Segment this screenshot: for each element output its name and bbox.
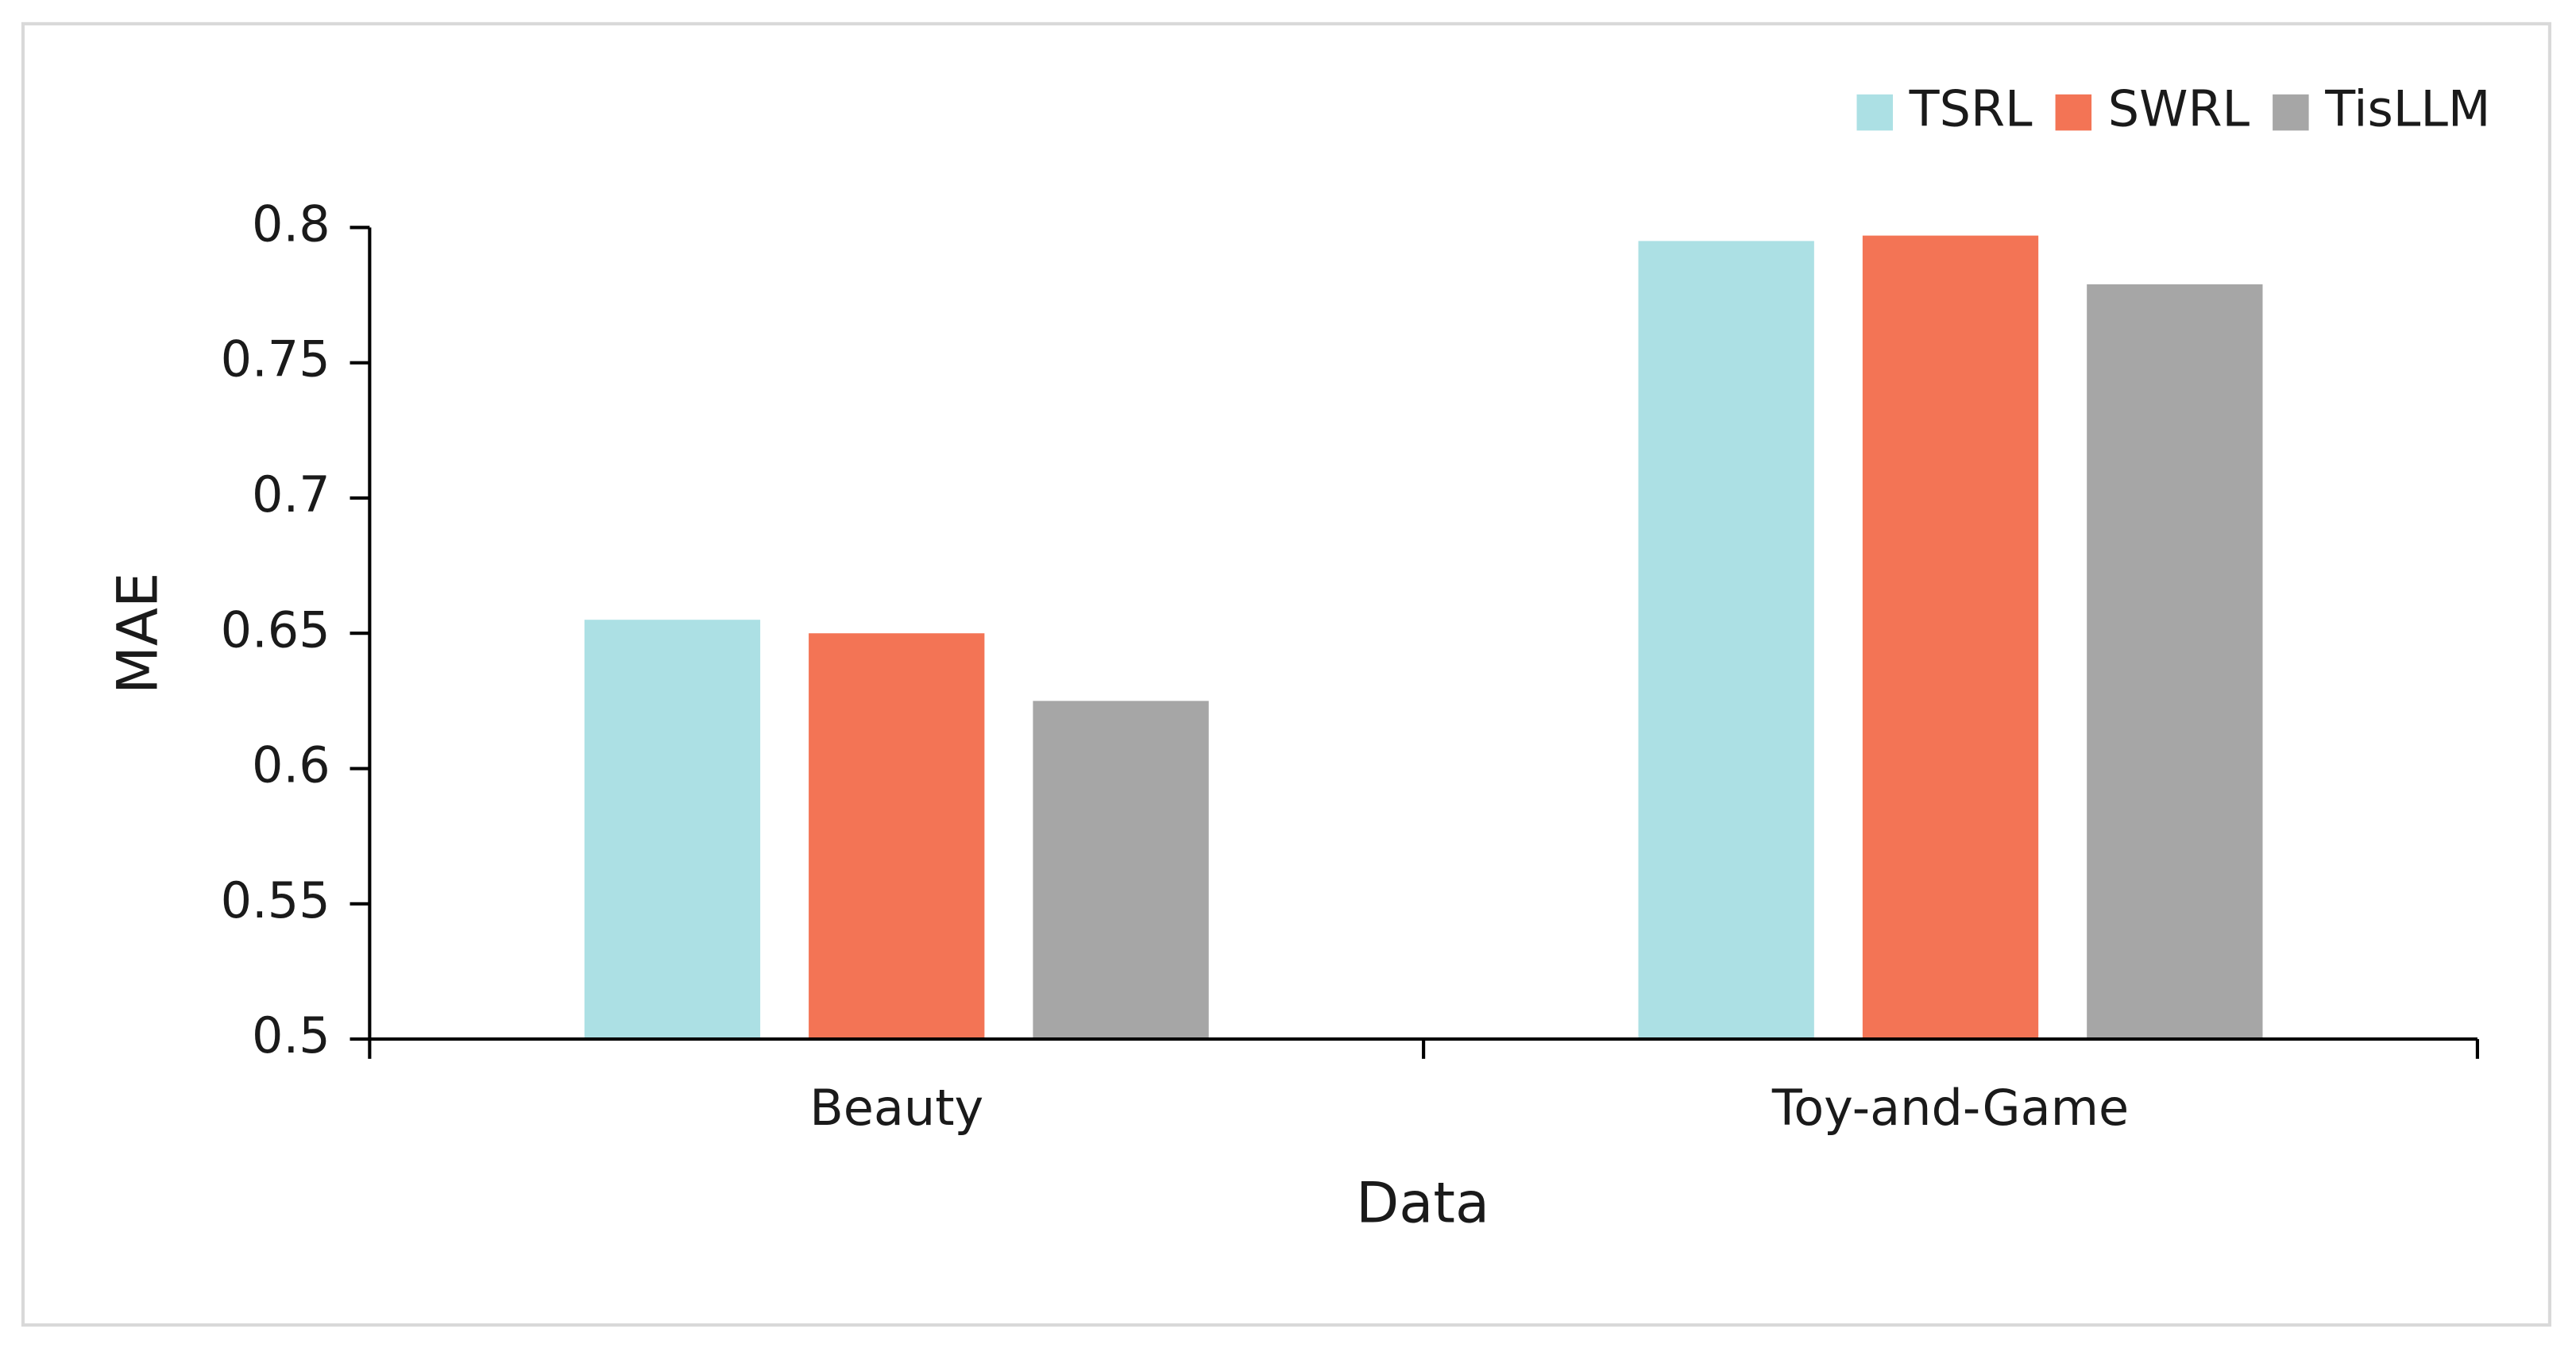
legend-swatch [2273,94,2309,131]
legend-label: TisLLM [2324,80,2490,138]
y-tick-label: 0.7 [252,465,330,523]
y-tick-label: 0.8 [252,195,330,253]
x-tick-label: Toy-and-Game [1771,1079,2129,1137]
y-tick-label: 0.65 [221,601,330,659]
legend-label: TSRL [1909,80,2033,138]
y-tick-label: 0.75 [221,330,330,388]
y-tick-label: 0.6 [252,736,330,794]
legend-swatch [1856,94,1893,131]
bar [2087,284,2263,1040]
x-tick-label: Beauty [809,1079,983,1137]
legend-swatch [2055,94,2092,131]
y-tick-label: 0.55 [221,871,330,929]
x-axis-label: Data [1356,1171,1489,1236]
bar [1033,701,1209,1040]
y-tick-label: 0.5 [252,1006,330,1064]
legend-label: SWRL [2108,80,2250,138]
bar [584,620,761,1040]
bar [1862,235,2039,1040]
bar [809,633,985,1040]
bar [1638,241,1814,1040]
y-axis-label: MAE [105,573,170,694]
